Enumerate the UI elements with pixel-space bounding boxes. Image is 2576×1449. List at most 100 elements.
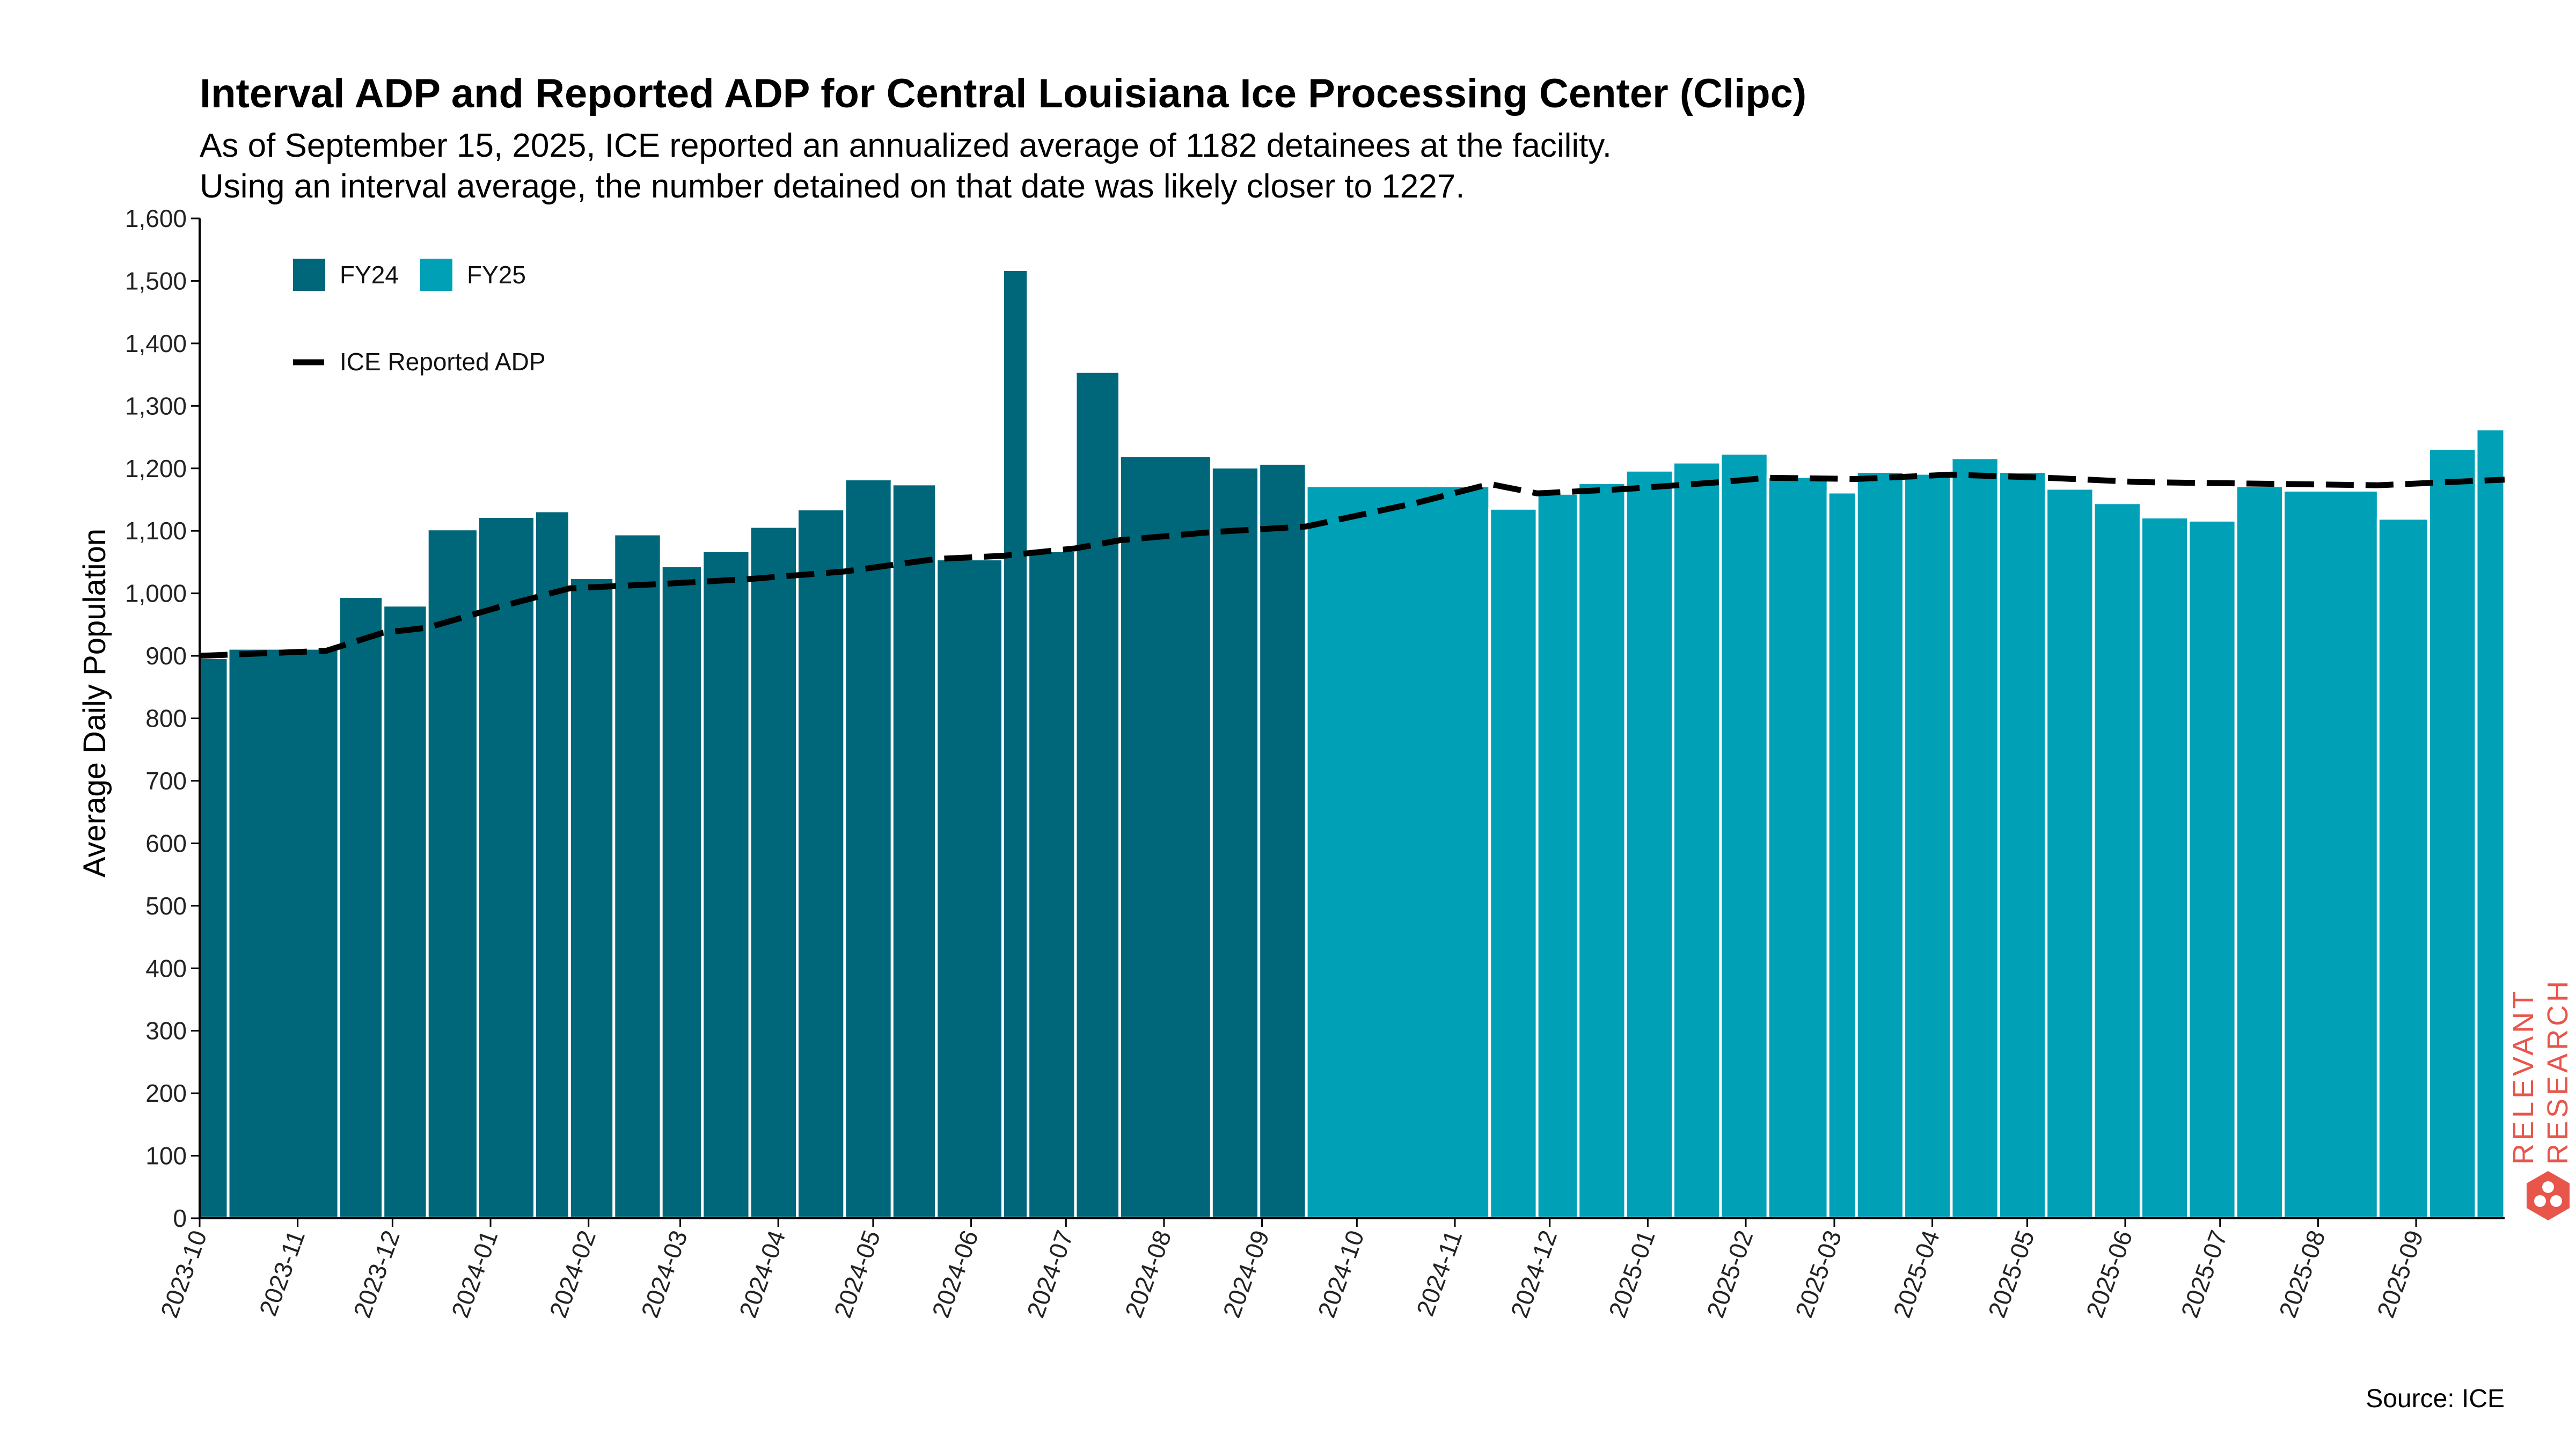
bar-fy24-11 — [701, 549, 751, 1220]
y-tick-label: 1,500 — [125, 267, 187, 295]
bar-fy25-15 — [2092, 501, 2142, 1220]
y-tick-label: 700 — [145, 767, 187, 795]
y-tick-label: 300 — [145, 1017, 187, 1045]
x-tick-label: 2023-12 — [348, 1227, 405, 1321]
x-tick-label: 2024-01 — [446, 1227, 503, 1321]
bar-fy24-7 — [533, 509, 571, 1220]
x-tick-label: 2025-08 — [2273, 1227, 2331, 1321]
bar-fy24-2 — [226, 647, 340, 1220]
x-tick-label: 2024-11 — [1411, 1227, 1467, 1320]
source-note: Source: ICE — [2366, 1385, 2505, 1413]
bar-fy24-16 — [935, 558, 1004, 1220]
legend-swatch-fy24 — [293, 259, 325, 291]
bar-fy24-8 — [568, 576, 616, 1220]
bars-layer — [198, 268, 2506, 1220]
x-tick-label: 2024-12 — [1505, 1227, 1563, 1321]
bar-fy24-20 — [1118, 454, 1213, 1220]
x-tick-label: 2025-06 — [2081, 1227, 2138, 1321]
bar-fy25-4 — [1577, 481, 1627, 1220]
bar-fy25-13 — [1997, 470, 2048, 1220]
y-tick-label: 1,100 — [125, 517, 187, 545]
bar-fy24-17 — [1001, 268, 1030, 1220]
chart-title: Interval ADP and Reported ADP for Centra… — [200, 71, 1806, 116]
legend-swatch-fy25 — [420, 259, 452, 291]
bar-fy25-9 — [1826, 491, 1858, 1220]
bar-fy25-17 — [2187, 518, 2237, 1220]
bar-fy24-5 — [426, 528, 479, 1220]
bar-fy24-6 — [476, 515, 537, 1220]
y-tick-label: 400 — [145, 954, 187, 982]
chart-subtitle-line-2: Using an interval average, the number de… — [200, 168, 1465, 205]
bar-fy25-3 — [1535, 492, 1580, 1220]
y-tick-label: 900 — [145, 642, 187, 670]
y-tick-label: 500 — [145, 892, 187, 920]
y-tick-label: 1,600 — [125, 204, 187, 232]
bar-fy25-10 — [1855, 470, 1906, 1220]
bar-fy24-1 — [198, 656, 230, 1220]
bar-fy24-21 — [1210, 465, 1261, 1220]
x-tick-label: 2024-02 — [544, 1227, 601, 1321]
x-tick-label: 2025-04 — [1887, 1227, 1945, 1321]
hexagon-cluster-icon — [2527, 1171, 2570, 1220]
x-tick-label: 2025-02 — [1701, 1227, 1759, 1321]
bar-fy24-22 — [1257, 462, 1308, 1220]
bar-fy25-16 — [2139, 516, 2190, 1220]
x-tick-label: 2024-06 — [926, 1227, 984, 1321]
bar-fy24-15 — [890, 482, 938, 1220]
bar-fy25-19 — [2282, 489, 2380, 1220]
bar-fy25-22 — [2475, 427, 2506, 1220]
y-axis-title: Average Daily Population — [77, 529, 112, 877]
x-tick-label: 2024-04 — [734, 1227, 791, 1321]
bar-fy25-18 — [2234, 484, 2285, 1220]
bar-fy25-1 — [1305, 484, 1491, 1220]
bar-fy24-10 — [660, 564, 704, 1220]
bar-fy24-12 — [748, 525, 799, 1220]
y-tick-label: 0 — [173, 1204, 187, 1232]
logo-text-line-2: RESEARCH — [2542, 978, 2574, 1165]
y-tick-label: 800 — [145, 705, 187, 733]
x-tick-label: 2025-05 — [1982, 1227, 2040, 1321]
bar-fy24-9 — [612, 532, 663, 1220]
y-tick-label: 1,200 — [125, 455, 187, 482]
y-tick-label: 200 — [145, 1079, 187, 1107]
y-tick-label: 600 — [145, 829, 187, 857]
x-tick-label: 2023-10 — [155, 1227, 213, 1321]
logo-text-line-1: RELEVANT — [2507, 988, 2540, 1165]
x-tick-label: 2025-09 — [2372, 1227, 2429, 1321]
bar-fy25-5 — [1624, 469, 1675, 1220]
bar-fy24-14 — [843, 478, 894, 1220]
bar-fy25-12 — [1950, 456, 2000, 1220]
bar-fy24-3 — [337, 595, 385, 1220]
y-tick-label: 1,400 — [125, 330, 187, 357]
bar-fy25-20 — [2376, 517, 2431, 1220]
bar-fy24-19 — [1074, 370, 1121, 1220]
x-tick-label: 2024-05 — [829, 1227, 886, 1321]
legend: FY24 FY25 ICE Reported ADP — [293, 259, 546, 376]
bar-fy25-14 — [2045, 487, 2095, 1220]
x-tick-label: 2024-08 — [1119, 1227, 1177, 1321]
x-tick-label: 2024-10 — [1312, 1227, 1370, 1321]
legend-label-fy25: FY25 — [467, 261, 526, 289]
legend-label-reported-adp: ICE Reported ADP — [340, 348, 546, 376]
bar-fy24-13 — [796, 507, 846, 1220]
legend-label-fy24: FY24 — [340, 261, 399, 289]
ice-reported-adp-line — [199, 471, 2505, 659]
x-tick-label: 2025-07 — [2176, 1227, 2233, 1321]
y-tick-label: 1,300 — [125, 392, 187, 420]
x-tick-label: 2024-07 — [1021, 1227, 1079, 1321]
bar-fy24-18 — [1027, 549, 1077, 1220]
y-tick-label: 1,000 — [125, 580, 187, 608]
reported-adp-line-layer — [199, 471, 2505, 659]
bar-fy25-2 — [1488, 507, 1539, 1220]
x-tick-label: 2025-03 — [1790, 1227, 1847, 1321]
chart-subtitle-line-1: As of September 15, 2025, ICE reported a… — [200, 127, 1612, 164]
x-tick-label: 2023-11 — [254, 1227, 310, 1320]
x-tick-label: 2024-03 — [635, 1227, 693, 1321]
x-tick-label: 2024-09 — [1217, 1227, 1275, 1321]
bar-fy25-8 — [1766, 475, 1829, 1220]
bar-fy25-11 — [1902, 472, 1953, 1220]
bar-fy25-6 — [1672, 460, 1722, 1220]
x-tick-label: 2025-01 — [1603, 1227, 1660, 1321]
bar-fy24-4 — [382, 604, 429, 1220]
